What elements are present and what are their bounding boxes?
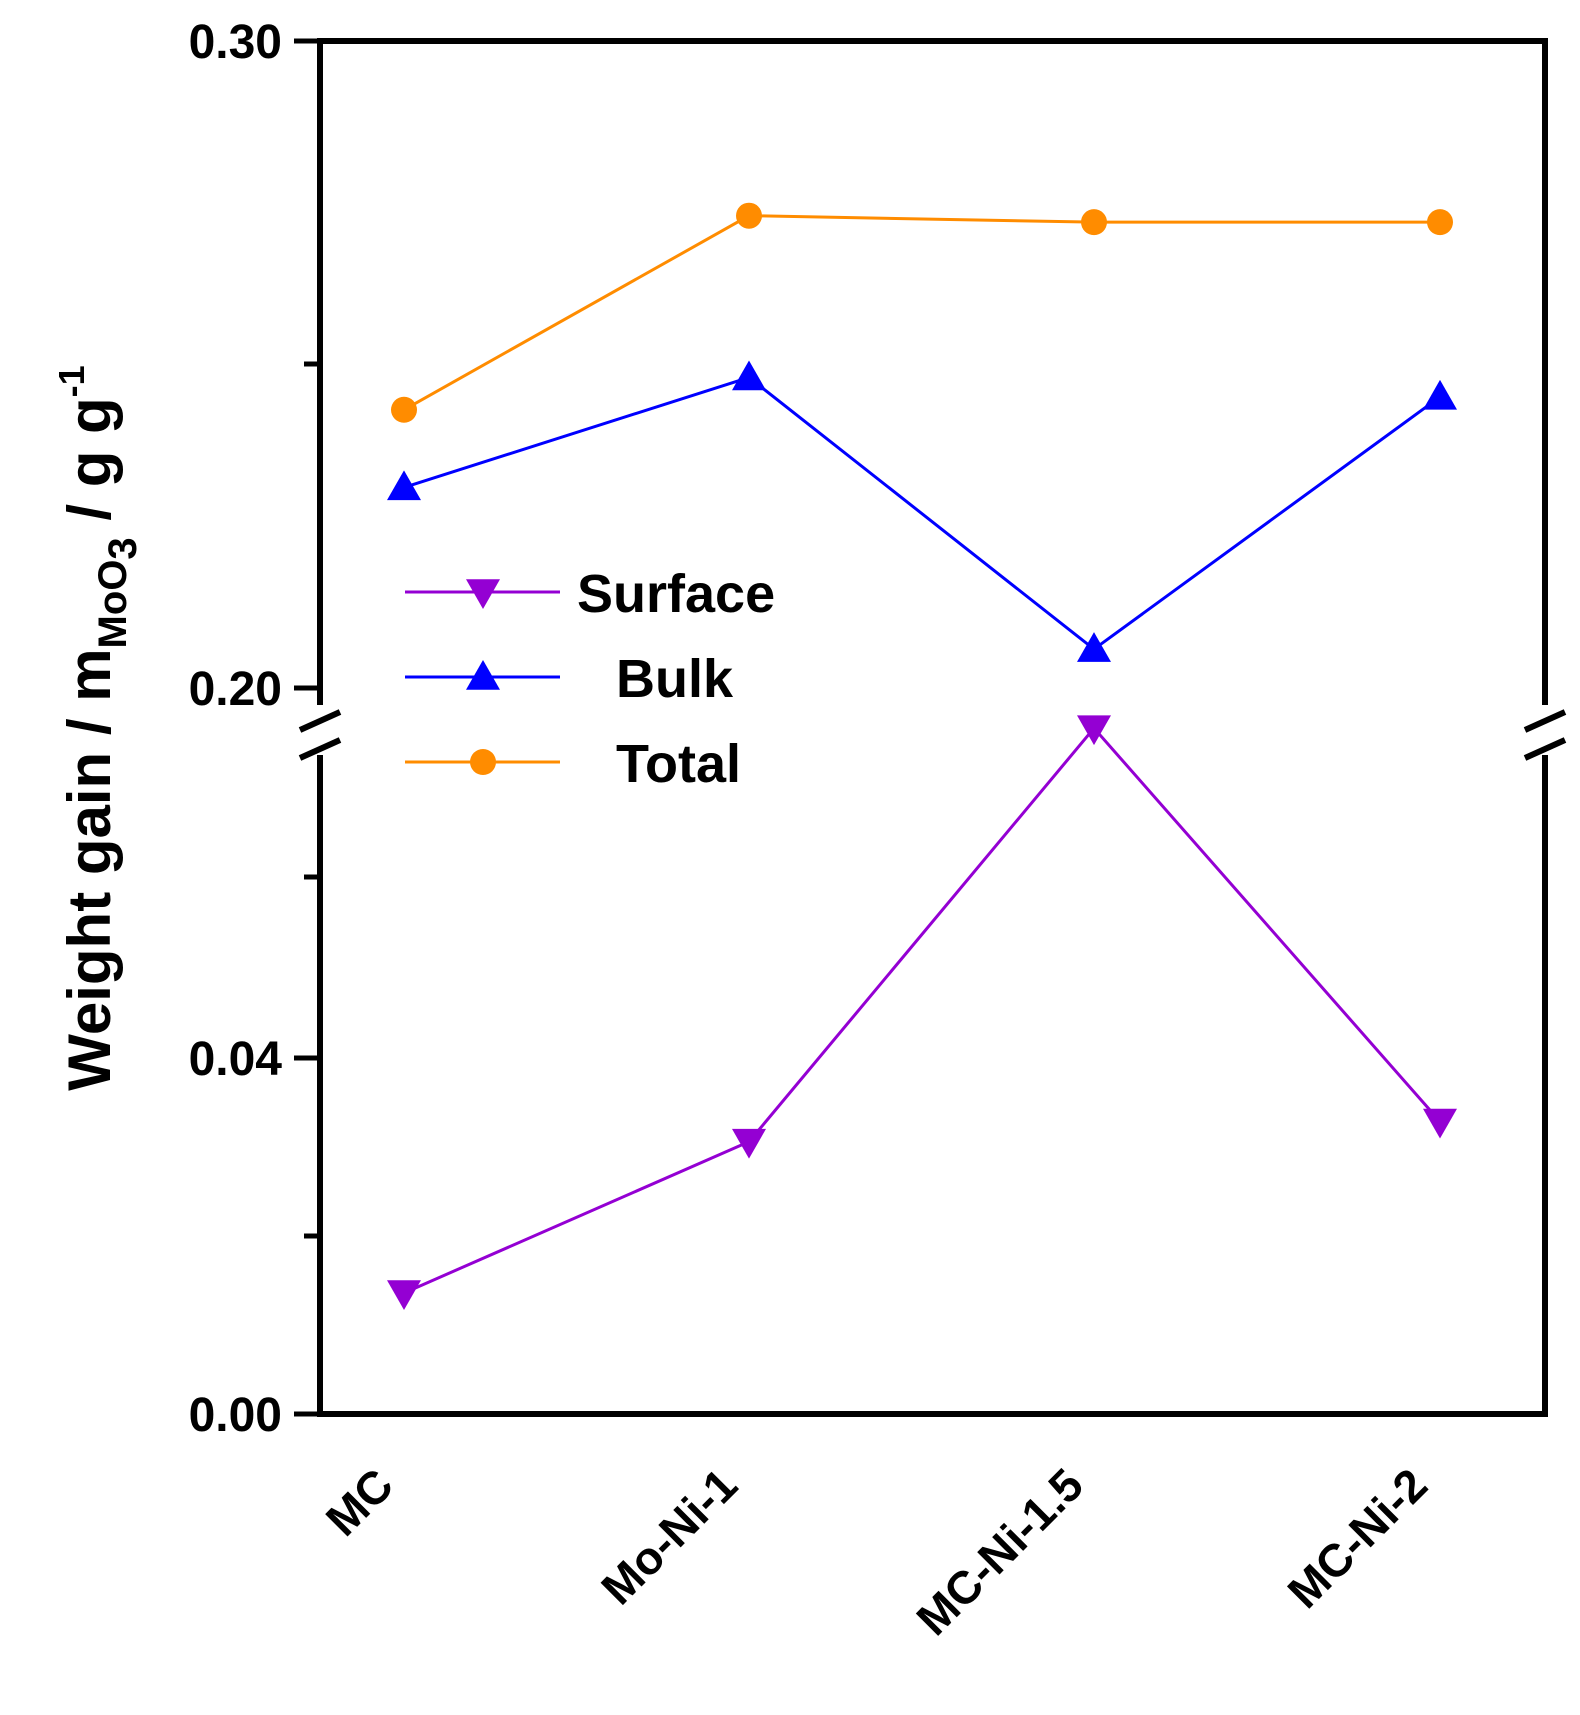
legend-marker-bulk [466, 660, 500, 690]
data-point-surface-3 [1423, 1108, 1457, 1139]
axis-break-right [1523, 705, 1567, 761]
legend-label-surface: Surface [577, 564, 775, 624]
data-point-total-3 [1427, 209, 1453, 236]
legend-label-bulk: Bulk [616, 649, 734, 709]
series-line-bulk [403, 375, 1441, 652]
axis-break-left [298, 705, 342, 761]
data-point-total-2 [1081, 209, 1107, 236]
series-line-total [403, 214, 1440, 412]
y-tick-label-0.04: 0.04 [189, 1033, 283, 1086]
data-point-surface-0 [387, 1280, 421, 1310]
series-bulk [387, 360, 1457, 662]
y-tick-label-0.30: 0.30 [189, 16, 282, 69]
x-cat-label-1: Mo-Ni-1 [591, 1458, 747, 1614]
data-point-bulk-1 [732, 360, 766, 391]
data-point-surface-1 [732, 1128, 766, 1159]
y-ticks [294, 38, 320, 1417]
series-layer [387, 202, 1457, 1310]
series-line-surface [403, 725, 1442, 1295]
x-cat-label-2: MC-Ni-1.5 [906, 1458, 1093, 1645]
legend-label-total: Total [616, 734, 741, 794]
legend: Surface Bulk Total [380, 555, 810, 815]
y-tick-label-0.20: 0.20 [189, 663, 282, 716]
data-point-bulk-2 [1077, 632, 1111, 662]
y-axis-label: Weight gain / mMoO3 / g g-1 [51, 365, 145, 1090]
legend-marker-total [470, 749, 496, 775]
legend-marker-surface [466, 579, 500, 609]
x-cat-label-0: MC [316, 1458, 403, 1545]
series-surface [387, 715, 1457, 1310]
data-point-total-1 [736, 202, 762, 229]
data-point-total-0 [391, 396, 417, 423]
x-cat-label-3: MC-Ni-2 [1277, 1458, 1437, 1618]
data-point-bulk-3 [1423, 379, 1457, 410]
y-tick-label-0.00: 0.00 [189, 1389, 282, 1442]
data-point-surface-2 [1077, 715, 1111, 746]
data-point-bulk-0 [387, 470, 421, 501]
series-total [391, 202, 1453, 423]
